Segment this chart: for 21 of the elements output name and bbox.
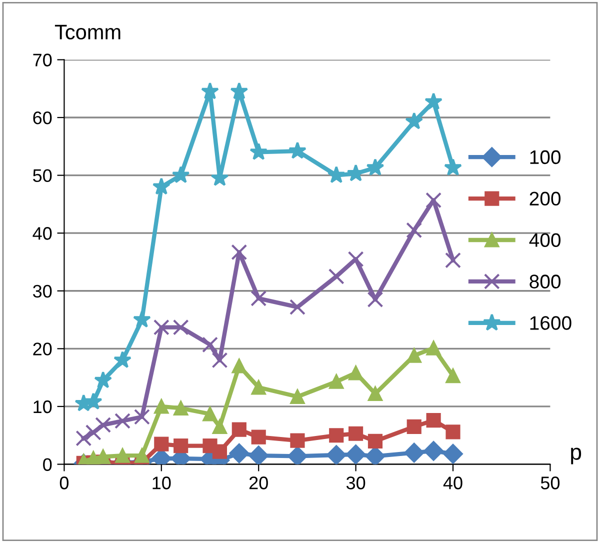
legend-label: 100 <box>530 150 561 164</box>
y-tick-label: 50 <box>33 169 52 182</box>
legend-label: 200 <box>530 192 561 206</box>
legend-label: 800 <box>530 274 561 288</box>
x-axis-title: p <box>571 448 582 464</box>
y-tick-label: 20 <box>33 342 52 356</box>
y-tick-label: 70 <box>33 54 52 66</box>
y-tick-label: 0 <box>43 458 52 471</box>
y-tick-label: 60 <box>33 111 52 124</box>
y-tick-label: 10 <box>34 400 52 414</box>
x-tick-label: 0 <box>60 476 69 490</box>
legend-label: 400 <box>529 233 561 247</box>
y-tick-label: 40 <box>32 227 52 240</box>
x-tick-label: 40 <box>443 476 462 490</box>
y-axis-title: Tcomm <box>54 24 120 40</box>
x-tick-label: 30 <box>346 476 366 490</box>
x-tick-label: 50 <box>540 476 560 490</box>
x-tick-label: 20 <box>249 476 268 490</box>
y-tick-label: 30 <box>33 284 52 298</box>
legend-label: 1600 <box>530 316 572 330</box>
x-tick-label: 10 <box>152 476 171 490</box>
